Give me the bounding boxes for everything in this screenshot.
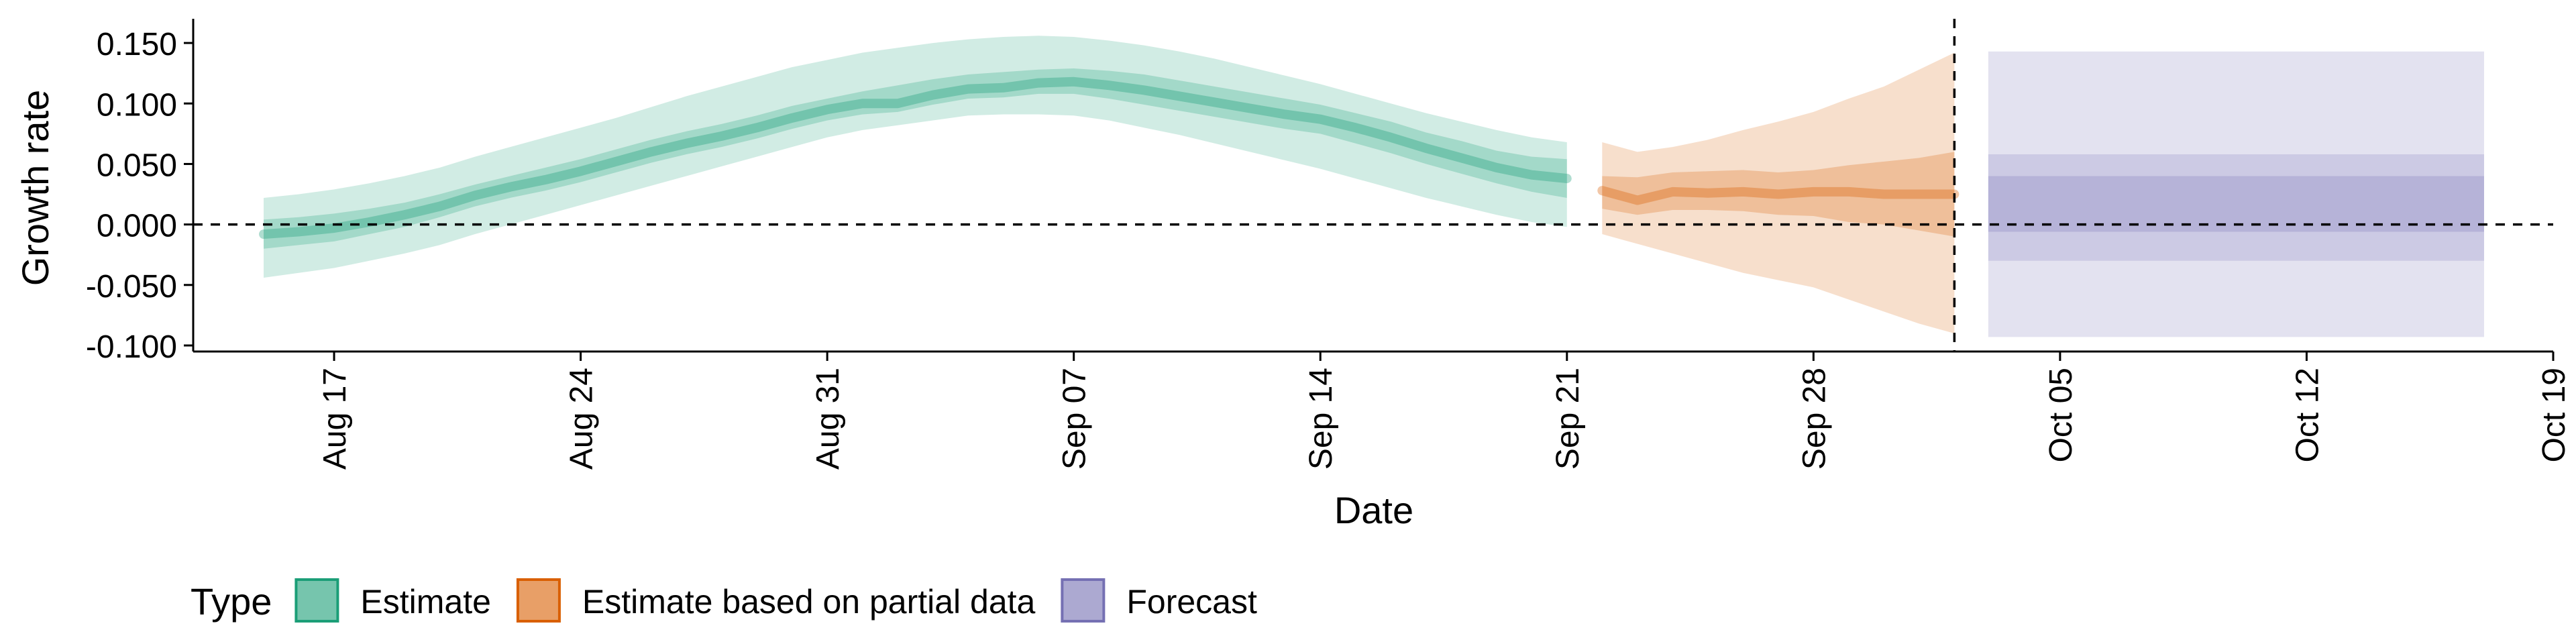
- estimate-outer-band: [264, 36, 1567, 278]
- y-tick-label: 0.150: [97, 27, 177, 62]
- x-tick-label: Oct 19: [2536, 368, 2572, 462]
- x-tick-label: Aug 24: [564, 368, 600, 470]
- y-ticks: 0.150 0.100 0.050 0.000 -0.050 -0.100: [86, 27, 193, 365]
- estimate-median-line: [259, 76, 1572, 239]
- forecast-outer-band: [1988, 51, 2484, 337]
- forecast-inner-band: [1988, 176, 2484, 232]
- bands-layer: [259, 36, 2484, 337]
- estimate-based-on-partial-data-inner-band: [1602, 152, 1955, 237]
- forecast-mid-band: [1988, 154, 2484, 261]
- x-tick-label: Sep 14: [1303, 368, 1339, 470]
- legend-title: Type: [191, 580, 272, 623]
- reference-lines: [193, 19, 2553, 352]
- legend-label-estimate-based-on-partial-data: Estimate based on partial data: [582, 583, 1036, 621]
- legend: Type Estimate Estimate based on partial d…: [191, 578, 1257, 623]
- x-tick-label: Aug 17: [317, 368, 353, 470]
- y-tick-label: 0.050: [97, 148, 177, 183]
- y-axis-title: Growth rate: [14, 90, 56, 286]
- x-tick-label: Oct 05: [2043, 368, 2079, 462]
- estimate-based-on-partial-data-outer-band: [1602, 52, 1955, 333]
- estimate-inner-band: [264, 68, 1567, 249]
- estimate-based-on-partial-data-median-line: [1597, 186, 1960, 205]
- y-tick-label: 0.000: [97, 209, 177, 244]
- x-ticks: Aug 17 Aug 24 Aug 31 Sep 07 Sep 14 Sep 21 Sep …: [317, 352, 2572, 470]
- y-tick-label: 0.100: [97, 87, 177, 123]
- y-tick-label: -0.100: [86, 329, 177, 365]
- y-tick-label: -0.050: [86, 269, 177, 305]
- x-tick-label: Sep 28: [1796, 368, 1832, 470]
- x-tick-label: Oct 12: [2290, 368, 2325, 462]
- legend-label-forecast: Forecast: [1126, 583, 1257, 621]
- x-tick-label: Sep 21: [1550, 368, 1586, 470]
- legend-swatch-estimate-based-on-partial-data: [516, 578, 561, 623]
- x-tick-label: Aug 31: [810, 368, 846, 470]
- axes: [192, 19, 2553, 353]
- legend-swatch-forecast: [1061, 578, 1106, 623]
- x-tick-label: Sep 07: [1057, 368, 1093, 470]
- legend-label-estimate: Estimate: [360, 583, 491, 621]
- legend-swatch-estimate: [294, 578, 339, 623]
- x-axis-title: Date: [1334, 489, 1413, 531]
